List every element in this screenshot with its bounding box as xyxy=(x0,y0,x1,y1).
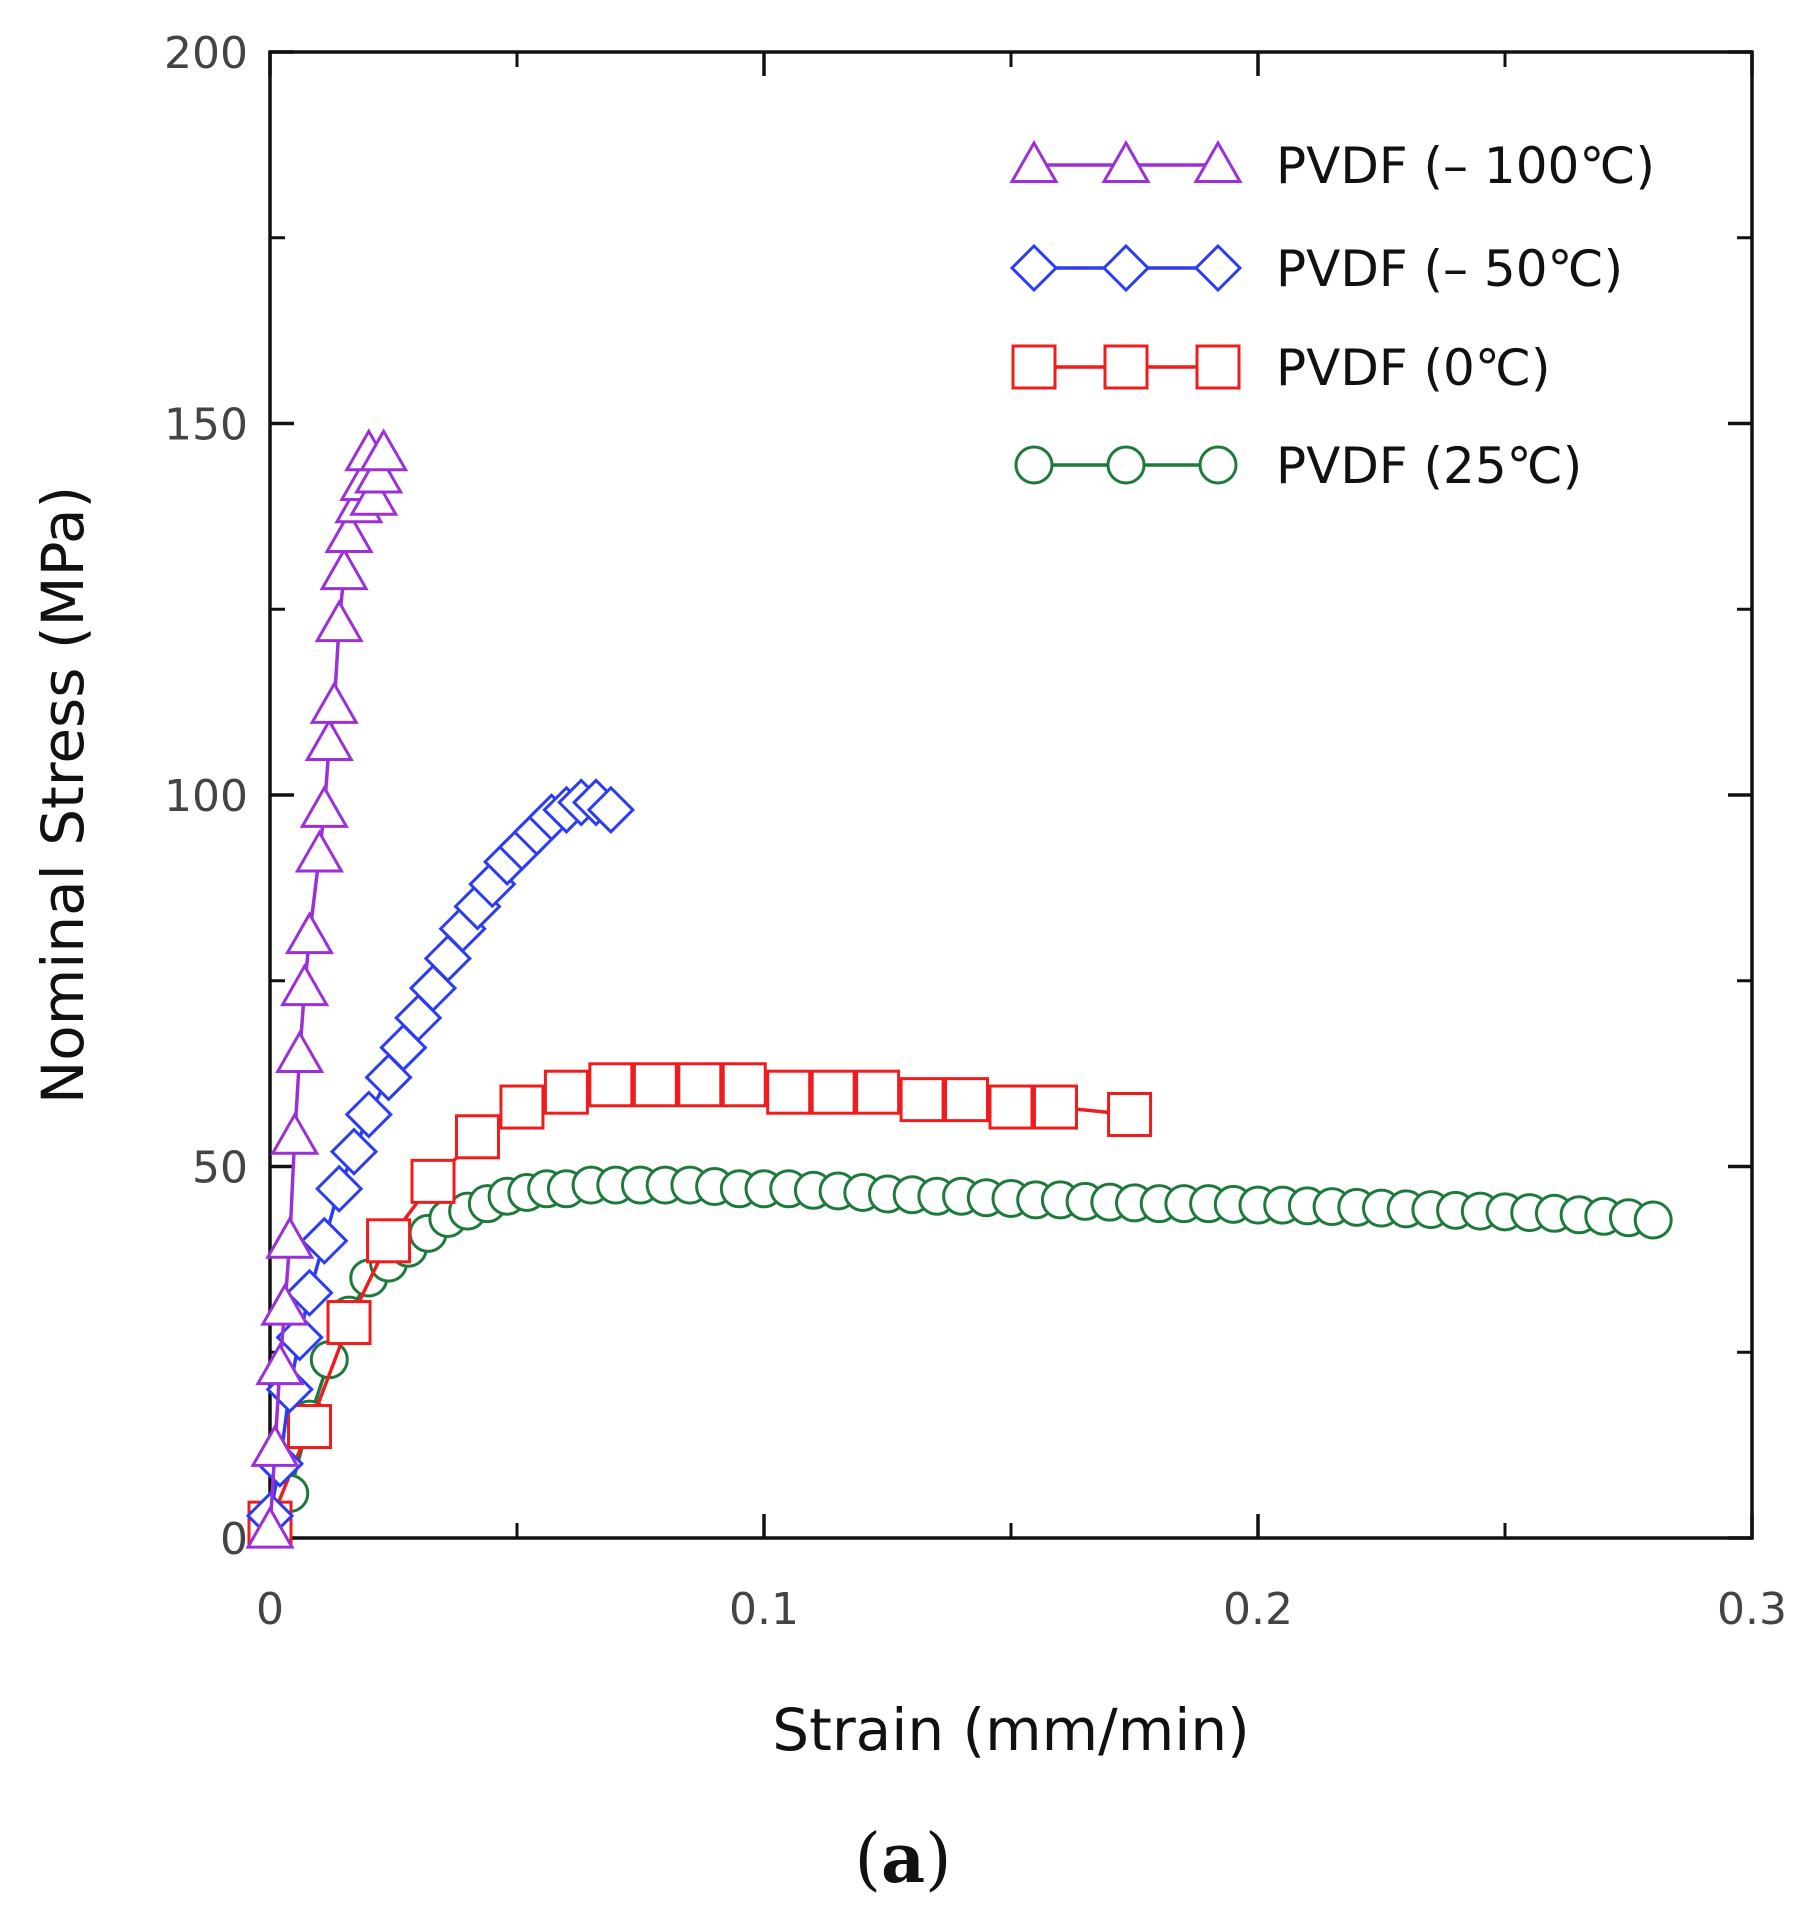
data-point xyxy=(255,1342,305,1386)
data-point xyxy=(309,680,359,724)
data-point xyxy=(899,1077,945,1123)
data-point xyxy=(287,1404,333,1450)
data-point xyxy=(766,1069,812,1115)
data-point xyxy=(359,428,409,472)
legend-marker xyxy=(1101,243,1151,293)
legend-marker xyxy=(1011,344,1057,390)
data-point xyxy=(721,1062,767,1108)
y-tick-label: 0 xyxy=(220,1514,248,1565)
data-point xyxy=(944,1077,990,1123)
data-point xyxy=(304,717,354,761)
legend-entry: PVDF (25℃) xyxy=(1014,437,1582,495)
legend-marker xyxy=(1009,139,1059,183)
data-point xyxy=(324,509,374,553)
legend-marker xyxy=(1106,445,1146,485)
data-point xyxy=(1032,1084,1078,1130)
data-point xyxy=(543,1069,589,1115)
data-point xyxy=(344,1090,393,1139)
series-line xyxy=(268,1083,1130,1524)
panel-label: (a) xyxy=(854,1819,951,1899)
y-tick-label: 50 xyxy=(192,1143,248,1194)
data-point xyxy=(329,1127,379,1176)
legend-marker xyxy=(1101,139,1151,183)
panel-label-letter: a xyxy=(881,1819,925,1899)
legend-marker xyxy=(1009,243,1059,293)
legend-marker xyxy=(1193,139,1243,183)
data-point xyxy=(349,472,399,516)
data-point xyxy=(270,1111,320,1155)
data-point xyxy=(300,1216,349,1265)
data-point xyxy=(454,1114,500,1160)
data-point xyxy=(285,1268,334,1317)
series-layer xyxy=(245,428,1673,1549)
data-point xyxy=(294,829,344,873)
data-point xyxy=(319,547,369,591)
series-square xyxy=(247,1062,1153,1546)
legend-label: PVDF (– 100℃) xyxy=(1276,137,1655,195)
data-point xyxy=(354,450,404,494)
data-point xyxy=(586,785,635,834)
panel-label-close: ) xyxy=(925,1820,952,1899)
data-point xyxy=(284,911,335,955)
y-tick-label: 100 xyxy=(164,771,248,822)
data-point xyxy=(260,1282,310,1326)
data-point xyxy=(632,1062,678,1108)
legend-entry: PVDF (– 50℃) xyxy=(1009,240,1623,298)
legend-marker xyxy=(1195,344,1241,390)
data-point xyxy=(1633,1200,1673,1240)
data-point xyxy=(279,963,330,1007)
y-tick-label: 200 xyxy=(164,28,248,79)
y-axis-title: Nominal Stress (MPa) xyxy=(29,486,97,1104)
x-tick-label: 0 xyxy=(256,1584,284,1635)
x-tick-label: 0.2 xyxy=(1223,1584,1293,1635)
series-line xyxy=(268,1183,1654,1525)
legend-marker xyxy=(1103,344,1149,390)
data-point xyxy=(677,1062,723,1108)
x-axis-title: Strain (mm/min) xyxy=(772,1696,1249,1764)
data-point xyxy=(1107,1091,1153,1137)
series-triangle xyxy=(245,428,409,1549)
data-point xyxy=(245,1505,295,1549)
x-tick-label: 0.3 xyxy=(1717,1584,1787,1635)
legend-marker xyxy=(1014,445,1054,485)
legend-entry: PVDF (0℃) xyxy=(1011,339,1551,397)
x-tick-label: 0.1 xyxy=(729,1584,799,1635)
legend-label: PVDF (0℃) xyxy=(1276,339,1551,397)
legend-label: PVDF (– 50℃) xyxy=(1276,240,1623,298)
data-point xyxy=(250,1423,300,1467)
data-point xyxy=(366,1218,412,1264)
data-point xyxy=(988,1084,1034,1130)
panel-label-open: ( xyxy=(854,1820,881,1899)
data-point xyxy=(315,1164,364,1213)
legend: PVDF (– 100℃) PVDF (– 50℃) PVDF (0℃) PVDF (… xyxy=(1009,137,1655,495)
legend-marker xyxy=(1198,445,1238,485)
legend-label: PVDF (25℃) xyxy=(1276,437,1582,495)
data-point xyxy=(810,1069,856,1115)
data-point xyxy=(265,1215,315,1259)
legend-marker xyxy=(1193,243,1243,293)
series-circle xyxy=(250,1165,1673,1543)
data-point xyxy=(275,1313,324,1362)
data-point xyxy=(588,1062,634,1108)
axis-ticks: 0 0.1 0.2 0.3 0 50 100 150 200 xyxy=(164,28,1787,1635)
data-point xyxy=(275,1030,325,1074)
data-point xyxy=(299,784,349,828)
data-point xyxy=(314,599,364,643)
data-point xyxy=(410,1158,456,1204)
legend-entry: PVDF (– 100℃) xyxy=(1009,137,1655,195)
data-point xyxy=(855,1069,901,1115)
y-tick-label: 150 xyxy=(164,400,248,451)
data-point xyxy=(499,1084,545,1130)
data-point xyxy=(326,1300,372,1346)
